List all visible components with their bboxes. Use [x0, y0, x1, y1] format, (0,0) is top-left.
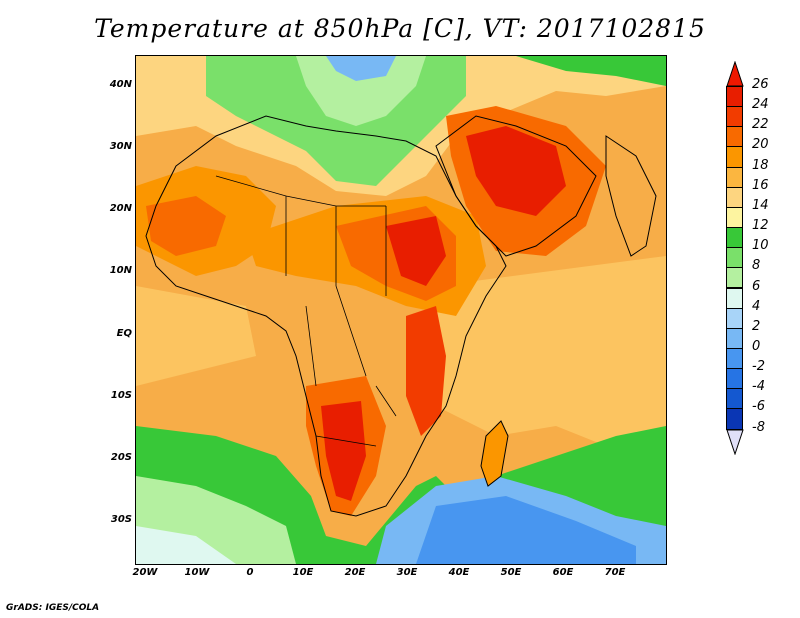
colorbar-swatch [726, 126, 743, 148]
lat-label-40n: 40N [109, 79, 132, 90]
temperature-map [135, 55, 667, 565]
colorbar-swatch [726, 287, 743, 309]
colorbar-label: -2 [752, 359, 765, 375]
colorbar-bottom-arrow [726, 429, 744, 455]
africa-coastline [145, 115, 507, 517]
field-rift [406, 306, 446, 436]
lat-label-30n: 30N [109, 141, 132, 152]
lon-label-50e: 50E [500, 567, 522, 578]
lon-label-70e: 70E [604, 567, 626, 578]
lon-label-10e: 10E [292, 567, 314, 578]
colorbar-label: 0 [752, 338, 761, 354]
lon-label-40e: 40E [448, 567, 470, 578]
colorbar-swatch [726, 307, 743, 329]
lat-label-20s: 20S [110, 452, 132, 463]
lon-label-20w: 20W [132, 567, 158, 578]
field-north-cool [296, 56, 426, 126]
field-kalahari [321, 401, 366, 501]
field-northeast-green [516, 56, 666, 86]
field-southern-ocean-cold [416, 496, 636, 564]
colorbar-swatch [726, 327, 743, 349]
madagascar [480, 420, 509, 487]
field-indian-ocean [436, 256, 666, 456]
lat-label-10s: 10S [110, 390, 132, 401]
field-sudan-hot [386, 216, 446, 286]
lon-label-10w: 10W [184, 567, 210, 578]
colorbar-swatch [726, 146, 743, 168]
colorbar-label: -6 [752, 399, 765, 415]
colorbar-swatch [726, 166, 743, 188]
lon-label-60e: 60E [552, 567, 574, 578]
lon-label-0: 0 [246, 567, 254, 578]
colorbar-swatch [726, 408, 743, 430]
colorbar-label: 6 [752, 278, 761, 294]
footer-credit: GrADS: IGES/COLA [6, 603, 100, 613]
map-canvas [136, 56, 666, 564]
field-south-atlantic-cooler [136, 526, 236, 564]
india-coastline [605, 135, 657, 257]
chart-title: Temperature at 850hPa [C], VT: 201710281… [94, 14, 706, 43]
colorbar-swatch [726, 86, 743, 108]
field-west-sahara-hot [146, 196, 226, 256]
field-north-cold [326, 56, 396, 81]
colorbar-swatch [726, 347, 743, 370]
colorbar-label: 22 [752, 117, 769, 133]
field-atlantic-warm [136, 286, 256, 386]
lat-label-20n: 20N [109, 203, 132, 214]
colorbar-label: 8 [752, 258, 761, 274]
colorbar-label: -4 [752, 379, 765, 395]
lon-label-30e: 30E [396, 567, 418, 578]
colorbar-label: 12 [752, 218, 769, 234]
colorbar-swatch [726, 247, 743, 269]
colorbar-label: 16 [752, 177, 769, 193]
lat-label-30s: 30S [110, 514, 132, 525]
colorbar-swatch [726, 227, 743, 249]
colorbar-swatch [726, 267, 743, 289]
colorbar-label: 14 [752, 197, 769, 213]
lat-label-eq: EQ [116, 328, 132, 339]
colorbar-label: 18 [752, 157, 769, 173]
colorbar-label: 24 [752, 97, 769, 113]
colorbar-label: 10 [752, 238, 769, 254]
lon-label-20e: 20E [344, 567, 366, 578]
colorbar-swatch [726, 388, 743, 410]
colorbar-label: -8 [752, 419, 765, 435]
arabia-coastline [435, 115, 597, 257]
field-arabia-hot [466, 126, 566, 216]
colorbar-swatch [726, 186, 743, 208]
colorbar-top-arrow [726, 61, 744, 87]
colorbar-swatch [726, 206, 743, 229]
colorbar-label: 20 [752, 137, 769, 153]
colorbar-label: 2 [752, 318, 761, 334]
country-borders [215, 175, 397, 447]
colorbar-swatch [726, 106, 743, 128]
lat-label-10n: 10N [109, 265, 132, 276]
colorbar-swatch [726, 368, 743, 390]
colorbar-label: 26 [752, 77, 769, 92]
colorbar-label: 4 [752, 298, 761, 314]
